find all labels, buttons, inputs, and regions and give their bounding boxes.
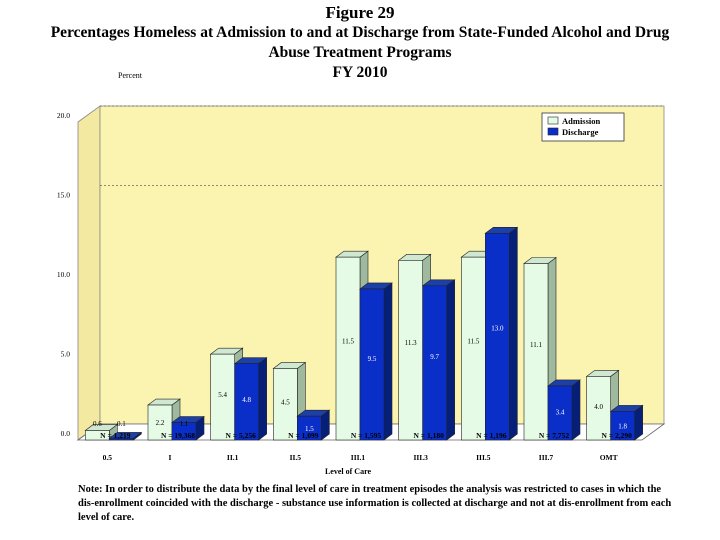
bar-front <box>109 438 134 441</box>
data-label: 9.5 <box>368 355 377 363</box>
data-label: 0.6 <box>93 420 102 428</box>
bar-front <box>335 256 361 441</box>
legend-swatch-admission <box>547 116 559 125</box>
y-tick-label: 15.0 <box>57 191 70 200</box>
data-label: 3.4 <box>556 408 565 416</box>
discharge-bar <box>547 379 581 441</box>
x-tick-label: III.1 <box>351 453 366 462</box>
data-label: 13.0 <box>491 324 504 332</box>
discharge-bar <box>421 279 456 441</box>
footnote: Note: In order to distribute the data by… <box>78 484 672 523</box>
x-tick-label: III.7 <box>539 453 554 462</box>
x-tick-label: 0.5 <box>103 453 113 462</box>
data-label: 1.5 <box>305 425 314 433</box>
data-label: 0.1 <box>117 420 126 428</box>
data-label: 2.2 <box>156 419 165 427</box>
legend-label: Discharge <box>562 127 599 137</box>
x-tick-label: III.3 <box>413 453 428 462</box>
x-tick-label: II.1 <box>227 453 239 462</box>
data-label: 4.5 <box>281 399 290 407</box>
bar-front <box>359 288 385 441</box>
bar-front <box>586 376 611 441</box>
bar-side <box>571 379 581 441</box>
fiscal-year-label: FY 2010 <box>332 64 388 81</box>
x-tick-label: OMT <box>600 453 618 462</box>
data-label: 11.3 <box>405 339 417 347</box>
figure-label: Figure 29 <box>325 3 395 22</box>
plot-side-wall <box>77 105 101 441</box>
admission-bar <box>272 361 307 441</box>
bar-side <box>509 226 518 441</box>
bar-front <box>461 256 486 441</box>
data-label: 1.1 <box>180 420 189 428</box>
x-tick-label: III.5 <box>476 453 491 462</box>
bar-front <box>234 363 259 441</box>
discharge-bar <box>484 226 519 441</box>
bar-front <box>547 385 573 441</box>
discharge-bar <box>233 357 268 441</box>
bar-side <box>446 279 455 441</box>
bar-front <box>273 368 298 441</box>
n-label: N = 1,219 <box>100 431 131 440</box>
n-label: N = 5,256 <box>226 431 257 440</box>
discharge-bar <box>359 282 393 441</box>
discharge-bar <box>171 415 205 441</box>
bar-front <box>171 422 197 441</box>
y-tick-label: 0.0 <box>61 429 71 438</box>
discharge-bar <box>296 409 331 441</box>
bar-front <box>210 353 235 441</box>
bar-front <box>85 430 110 441</box>
bar-front <box>398 260 423 441</box>
n-label: N = 2,290 <box>602 431 633 440</box>
discharge-bar <box>609 404 644 441</box>
bar-side <box>383 282 393 441</box>
y-axis-title: Percent <box>118 71 143 80</box>
n-label: N = 1,180 <box>414 431 445 440</box>
data-label: 1.8 <box>618 422 627 430</box>
x-tick-label: I <box>169 453 172 462</box>
n-label: N = 1,196 <box>476 431 507 440</box>
data-label: 11.5 <box>342 337 354 345</box>
x-tick-label: II.5 <box>290 453 302 462</box>
bar-front <box>422 285 447 441</box>
data-label: 9.7 <box>430 353 439 361</box>
n-label: N = 7,752 <box>539 431 570 440</box>
bar-front <box>523 263 549 441</box>
n-label: N = 1,099 <box>288 431 319 440</box>
y-tick-label: 20.0 <box>57 111 70 120</box>
n-label: N = 1,595 <box>351 431 382 440</box>
n-label: N = 19,368 <box>161 431 195 440</box>
bar-side <box>258 357 267 441</box>
bar-front <box>610 411 635 441</box>
data-label: 11.1 <box>530 341 542 349</box>
y-tick-label: 5.0 <box>61 350 71 359</box>
data-label: 4.8 <box>242 396 251 404</box>
discharge-bar <box>108 431 143 441</box>
legend-label: Admission <box>562 116 601 126</box>
chart-title: Percentages Homeless at Admission to and… <box>50 24 670 61</box>
admission-bar <box>585 369 620 441</box>
bar-front <box>297 415 322 441</box>
bar-front <box>485 233 510 441</box>
data-label: 5.4 <box>218 391 227 399</box>
y-tick-label: 10.0 <box>57 270 70 279</box>
legend-swatch-discharge <box>547 127 559 136</box>
x-axis-title: Level of Care <box>325 467 372 476</box>
admission-bar <box>523 256 557 441</box>
data-label: 4.0 <box>594 403 603 411</box>
data-label: 11.5 <box>467 337 479 345</box>
